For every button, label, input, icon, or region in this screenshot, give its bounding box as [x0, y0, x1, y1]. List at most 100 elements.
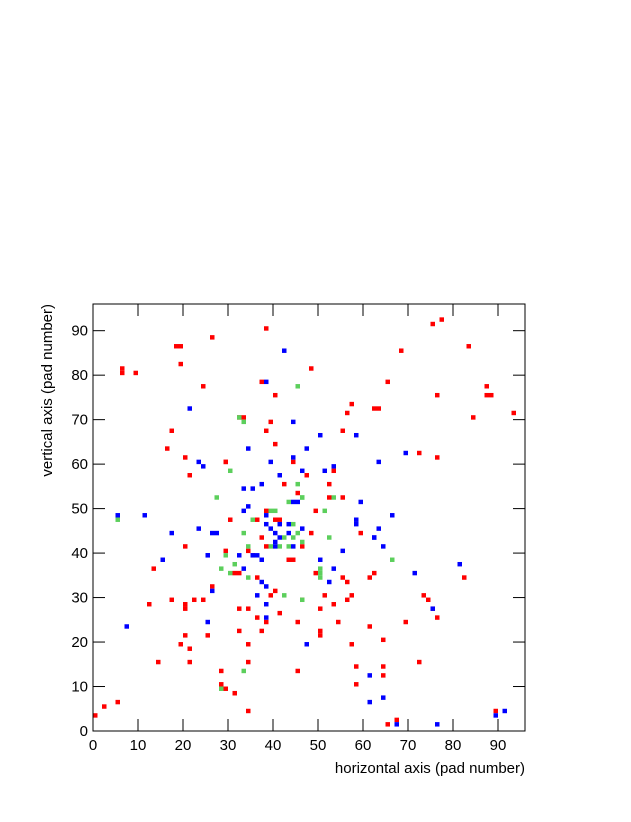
pad-hit — [354, 521, 359, 527]
pad-hit — [331, 566, 336, 571]
pad-hit — [300, 539, 305, 545]
pad-hit — [349, 642, 354, 647]
y-tick-label: 30 — [71, 590, 88, 607]
pad-hit — [241, 419, 246, 425]
pad-hit — [282, 593, 287, 598]
pad-hit — [93, 713, 98, 718]
pad-hit — [268, 419, 273, 425]
pad-hit — [394, 717, 399, 723]
pad-hit — [345, 597, 350, 603]
pad-hit — [300, 544, 305, 549]
pad-hit — [471, 415, 476, 420]
pad-hit — [318, 606, 323, 611]
pad-hit — [367, 699, 372, 705]
pad-hit — [151, 566, 156, 571]
pad-hit — [219, 566, 224, 571]
pad-hit — [484, 392, 489, 398]
pad-hit — [228, 468, 233, 474]
pad-hit — [417, 659, 422, 665]
pad-hit — [232, 690, 237, 696]
pad-hit — [205, 553, 210, 558]
pad-hit — [358, 530, 363, 536]
pad-hit — [277, 544, 282, 549]
pad-hit — [282, 348, 287, 353]
pad-hit — [394, 722, 399, 727]
pad-hit — [133, 370, 138, 376]
x-tick-label: 50 — [310, 737, 327, 754]
pad-hit — [246, 659, 251, 665]
pad-hit — [223, 553, 228, 558]
pad-hit — [273, 588, 278, 594]
pad-hit — [412, 570, 417, 576]
pad-hit — [259, 628, 264, 634]
pad-hit — [340, 428, 345, 433]
pad-hit — [435, 455, 440, 460]
pad-hit — [115, 517, 120, 522]
pad-hit — [286, 499, 291, 505]
y-tick-label: 80 — [71, 367, 88, 384]
x-tick-label: 0 — [89, 737, 97, 754]
pad-hit — [277, 473, 282, 478]
x-tick-label: 10 — [130, 737, 147, 754]
pad-hit — [318, 557, 323, 562]
pad-hit — [295, 490, 300, 496]
pad-hit — [120, 370, 125, 376]
pad-hit — [264, 521, 269, 527]
pad-hit — [169, 597, 174, 603]
x-axis-label: horizontal axis (pad number) — [335, 760, 525, 777]
x-tick-label: 90 — [490, 737, 507, 754]
pad-hit — [345, 410, 350, 416]
pad-hit — [273, 508, 278, 514]
pad-hit — [354, 517, 359, 522]
pad-hit — [381, 673, 386, 678]
pad-hit — [210, 588, 215, 594]
pad-hit — [268, 544, 273, 549]
pad-hit — [304, 642, 309, 647]
pad-hit — [376, 459, 381, 465]
pad-hit — [259, 379, 264, 385]
pad-hit — [223, 686, 228, 691]
pad-hit — [430, 321, 435, 327]
pad-hit — [282, 481, 287, 487]
pad-hit — [291, 557, 296, 562]
pad-hit — [169, 428, 174, 433]
y-axis-label: vertical axis (pad number) — [39, 304, 56, 477]
pad-hit — [291, 419, 296, 425]
pad-hit — [313, 508, 318, 514]
pad-hit — [340, 548, 345, 554]
pad-hit — [322, 593, 327, 598]
pad-hit — [196, 526, 201, 531]
pad-hit — [210, 584, 215, 589]
pad-hit — [277, 517, 282, 522]
pad-hit — [300, 495, 305, 500]
pad-hit — [376, 406, 381, 411]
pad-hit — [232, 561, 237, 567]
pad-hit — [300, 468, 305, 474]
pad-hit — [295, 481, 300, 487]
pad-hit — [493, 713, 498, 718]
pad-hit — [142, 513, 147, 518]
plot-frame — [92, 303, 526, 732]
pad-hit — [255, 575, 260, 580]
pad-hit — [268, 459, 273, 465]
pad-hit — [295, 668, 300, 674]
pad-hit — [318, 566, 323, 571]
y-tick-label: 20 — [71, 634, 88, 651]
pad-hit — [367, 624, 372, 629]
pad-hit — [349, 401, 354, 407]
y-tick-label: 60 — [71, 456, 88, 473]
pad-hit — [381, 695, 386, 700]
pad-hit — [237, 415, 242, 420]
pad-hit — [327, 495, 332, 500]
pad-hit — [264, 619, 269, 625]
x-tick-label: 20 — [175, 737, 192, 754]
pad-hit — [178, 344, 183, 349]
pad-hit — [291, 521, 296, 527]
pad-hit — [318, 633, 323, 638]
pad-hit — [435, 722, 440, 727]
x-tick-label: 70 — [400, 737, 417, 754]
pad-hit — [331, 495, 336, 500]
pad-hit — [115, 513, 120, 518]
pad-hit — [322, 468, 327, 474]
